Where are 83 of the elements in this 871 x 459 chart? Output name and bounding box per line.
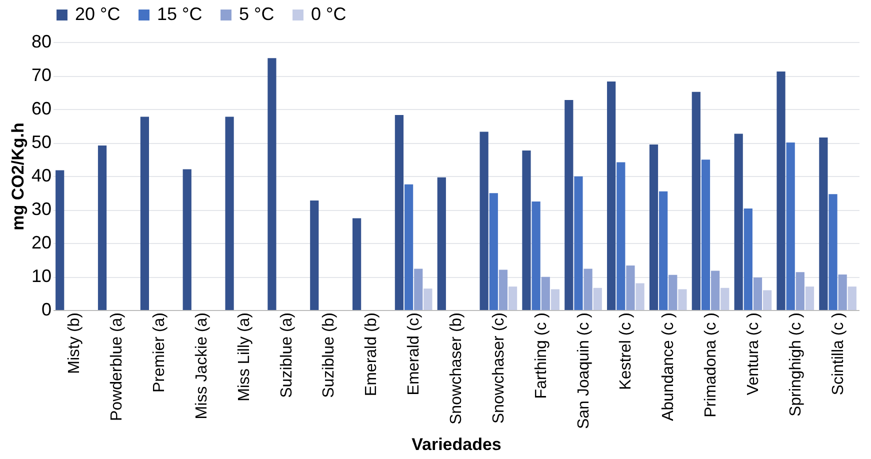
bar bbox=[437, 177, 446, 310]
bar bbox=[763, 290, 772, 310]
legend-label: 0 °C bbox=[311, 4, 346, 24]
bar bbox=[98, 146, 107, 310]
bar bbox=[786, 142, 795, 310]
y-tick-label: 40 bbox=[31, 166, 52, 186]
y-tick-label: 60 bbox=[31, 98, 52, 118]
bar bbox=[268, 58, 276, 310]
x-tick-label: Kestrel (c ) bbox=[618, 312, 635, 390]
x-tick-label: Miss Jackie (a) bbox=[193, 312, 210, 420]
bar bbox=[140, 116, 149, 310]
x-tick-label: Snowchaser (c) bbox=[490, 312, 508, 424]
bar bbox=[828, 194, 838, 310]
y-axis-title: mg CO2/Kg.h bbox=[8, 122, 28, 230]
bar bbox=[508, 286, 518, 310]
bar bbox=[720, 288, 730, 310]
y-tick-label: 20 bbox=[31, 232, 52, 252]
bar bbox=[692, 92, 700, 310]
bar bbox=[414, 268, 423, 310]
y-tick-label: 10 bbox=[31, 266, 52, 286]
bar bbox=[838, 274, 847, 310]
bar bbox=[734, 134, 743, 310]
x-tick-label: Suziblue (a) bbox=[278, 312, 296, 398]
bar bbox=[805, 286, 814, 310]
bar bbox=[480, 132, 488, 310]
bar bbox=[776, 71, 786, 310]
x-tick-label: Powderblue (a) bbox=[108, 312, 126, 421]
bar bbox=[649, 144, 658, 310]
bar bbox=[489, 193, 498, 310]
bar bbox=[711, 270, 720, 310]
bar bbox=[498, 270, 508, 310]
bar bbox=[636, 283, 644, 310]
bar bbox=[701, 160, 710, 310]
bar bbox=[848, 286, 856, 310]
bar bbox=[541, 276, 550, 310]
bar bbox=[678, 289, 687, 310]
bar bbox=[310, 200, 319, 310]
x-tick-label: Abundance (c ) bbox=[660, 312, 678, 422]
y-tick-label: 80 bbox=[31, 32, 52, 52]
legend-label: 5 °C bbox=[239, 4, 274, 24]
bar bbox=[607, 82, 616, 310]
legend-label: 20 °C bbox=[75, 4, 120, 24]
x-tick-label: Misty (b) bbox=[66, 312, 84, 374]
bar bbox=[532, 201, 540, 310]
x-tick-label: Emerald (c) bbox=[406, 312, 423, 396]
bar bbox=[819, 137, 828, 310]
y-tick-label: 0 bbox=[41, 300, 52, 320]
bar bbox=[550, 289, 560, 310]
y-tick-label: 30 bbox=[31, 199, 52, 219]
x-tick-label: Farthing (c ) bbox=[532, 312, 550, 399]
bar bbox=[424, 288, 432, 310]
bar bbox=[574, 176, 583, 310]
bar bbox=[225, 116, 234, 310]
x-tick-label: San Joaquin (c ) bbox=[575, 312, 592, 430]
y-tick-label: 70 bbox=[31, 65, 52, 85]
bar bbox=[659, 191, 668, 310]
x-tick-label: Springhigh (c ) bbox=[787, 312, 804, 417]
bar bbox=[56, 170, 64, 310]
x-tick-label: Miss Lilly (a) bbox=[236, 312, 253, 402]
x-tick-label: Suziblue (b) bbox=[320, 312, 338, 398]
bar bbox=[744, 208, 752, 310]
bar bbox=[352, 218, 362, 310]
bar bbox=[668, 274, 678, 310]
y-tick-label: 50 bbox=[31, 132, 52, 152]
bar bbox=[182, 169, 192, 310]
x-tick-label: Emerald (b) bbox=[363, 312, 380, 396]
bar bbox=[394, 115, 404, 310]
x-axis-title: Variedades bbox=[412, 435, 502, 454]
bar bbox=[564, 100, 574, 310]
x-tick-label: Scintilla (c ) bbox=[830, 312, 847, 396]
bar bbox=[522, 150, 531, 310]
bar bbox=[796, 272, 804, 310]
x-tick-label: Snowchaser (b) bbox=[448, 312, 465, 425]
bar bbox=[593, 288, 602, 310]
bar bbox=[753, 278, 762, 310]
legend-label: 15 °C bbox=[157, 4, 202, 24]
x-tick-label: Ventura (c ) bbox=[744, 312, 762, 396]
bar bbox=[404, 184, 414, 310]
bar bbox=[584, 268, 592, 310]
bar bbox=[626, 265, 635, 310]
bar bbox=[616, 162, 626, 310]
x-tick-label: Primadona (c ) bbox=[702, 312, 720, 418]
x-tick-label: Premier (a) bbox=[151, 312, 168, 393]
